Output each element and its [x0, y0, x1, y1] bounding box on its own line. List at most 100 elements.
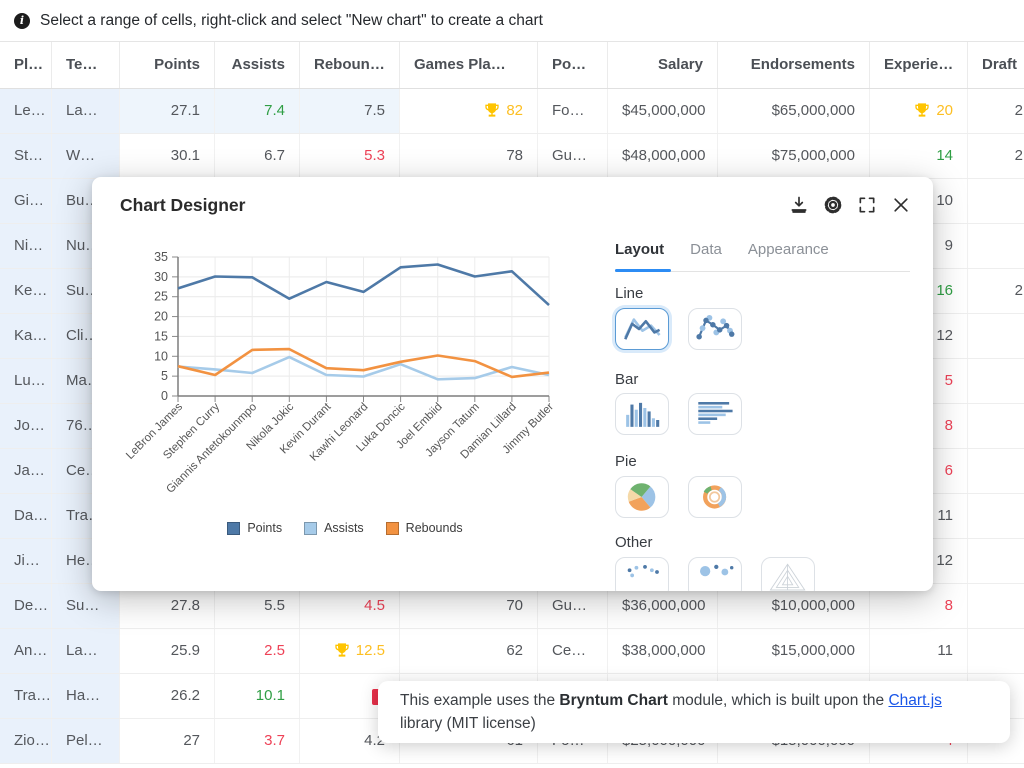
cell-draft[interactable] — [968, 584, 1024, 628]
cell-experience[interactable]: 16 — [870, 269, 968, 313]
column-header-salary[interactable]: Salary — [608, 42, 718, 88]
chart-type-bar-vertical[interactable] — [615, 393, 669, 435]
cell-experience[interactable]: 12 — [870, 539, 968, 583]
cell-position[interactable]: Ce… — [538, 629, 608, 673]
cell-points[interactable]: 27 — [120, 719, 215, 763]
gear-icon[interactable] — [823, 195, 843, 215]
cell-draft[interactable] — [968, 539, 1024, 583]
cell-position[interactable]: Gu… — [538, 584, 608, 628]
column-header-assists[interactable]: Assists — [215, 42, 300, 88]
column-header-team[interactable]: Te… — [52, 42, 120, 88]
legend-item-rebounds[interactable]: Rebounds — [385, 521, 463, 535]
cell-player[interactable]: Ja… — [0, 449, 52, 493]
download-icon[interactable] — [789, 195, 809, 215]
cell-team[interactable]: Ha… — [52, 674, 120, 718]
cell-position[interactable]: Fo… — [538, 89, 608, 133]
cell-draft[interactable] — [968, 494, 1024, 538]
maximize-icon[interactable] — [857, 195, 877, 215]
cell-draft[interactable] — [968, 404, 1024, 448]
cell-experience[interactable]: 5 — [870, 359, 968, 403]
cell-experience[interactable]: 6 — [870, 449, 968, 493]
cell-draft[interactable] — [968, 224, 1024, 268]
legend-item-points[interactable]: Points — [227, 521, 282, 535]
cell-draft[interactable] — [968, 179, 1024, 223]
cell-assists[interactable]: 6.7 — [215, 134, 300, 178]
column-header-experience[interactable]: Experie… — [870, 42, 968, 88]
chart-type-line-points[interactable] — [688, 308, 742, 350]
cell-points[interactable]: 27.1 — [120, 89, 215, 133]
chart-type-pie[interactable] — [615, 476, 669, 518]
cell-salary[interactable]: $48,000,000 — [608, 134, 718, 178]
cell-draft[interactable]: 2 — [968, 89, 1024, 133]
cell-draft[interactable] — [968, 449, 1024, 493]
cell-rebounds[interactable]: 4.5 — [300, 584, 400, 628]
column-header-points[interactable]: Points — [120, 42, 215, 88]
cell-player[interactable]: An… — [0, 629, 52, 673]
cell-points[interactable]: 25.9 — [120, 629, 215, 673]
cell-salary[interactable]: $38,000,000 — [608, 629, 718, 673]
column-header-draft[interactable]: Draft — [968, 42, 1024, 88]
chartjs-link[interactable]: Chart.js — [888, 692, 942, 709]
cell-draft[interactable] — [968, 629, 1024, 673]
cell-assists[interactable]: 5.5 — [215, 584, 300, 628]
cell-experience[interactable]: 9 — [870, 224, 968, 268]
chart-type-doughnut[interactable] — [688, 476, 742, 518]
cell-team[interactable]: La… — [52, 629, 120, 673]
cell-points[interactable]: 26.2 — [120, 674, 215, 718]
cell-endorsements[interactable]: $10,000,000 — [718, 584, 870, 628]
cell-team[interactable]: La… — [52, 89, 120, 133]
cell-games_played[interactable]: 62 — [400, 629, 538, 673]
cell-player[interactable]: Ke… — [0, 269, 52, 313]
chart-type-bar-horizontal[interactable] — [688, 393, 742, 435]
cell-player[interactable]: Ni… — [0, 224, 52, 268]
cell-player[interactable]: Ji… — [0, 539, 52, 583]
chart-type-radar[interactable] — [761, 557, 815, 591]
column-header-games_played[interactable]: Games Pla… — [400, 42, 538, 88]
cell-team[interactable]: Pel… — [52, 719, 120, 763]
cell-player[interactable]: Le… — [0, 89, 52, 133]
cell-endorsements[interactable]: $75,000,000 — [718, 134, 870, 178]
cell-points[interactable]: 27.8 — [120, 584, 215, 628]
cell-rebounds[interactable]: 5.3 — [300, 134, 400, 178]
cell-endorsements[interactable]: $15,000,000 — [718, 629, 870, 673]
cell-assists[interactable]: 2.5 — [215, 629, 300, 673]
cell-draft[interactable]: 2 — [968, 269, 1024, 313]
cell-player[interactable]: Tra… — [0, 674, 52, 718]
cell-experience[interactable]: 14 — [870, 134, 968, 178]
cell-player[interactable]: Da… — [0, 494, 52, 538]
cell-rebounds[interactable]: 12.5 — [300, 629, 400, 673]
column-header-player[interactable]: Pl… — [0, 42, 52, 88]
legend-item-assists[interactable]: Assists — [304, 521, 364, 535]
cell-experience[interactable]: 11 — [870, 629, 968, 673]
cell-games_played[interactable]: 78 — [400, 134, 538, 178]
cell-assists[interactable]: 10.1 — [215, 674, 300, 718]
tab-layout[interactable]: Layout — [615, 241, 665, 258]
cell-player[interactable]: Lu… — [0, 359, 52, 403]
cell-salary[interactable]: $45,000,000 — [608, 89, 718, 133]
chart-type-line[interactable] — [615, 308, 669, 350]
cell-experience[interactable]: 11 — [870, 494, 968, 538]
chart-type-bubble[interactable] — [688, 557, 742, 591]
cell-position[interactable]: Gu… — [538, 134, 608, 178]
cell-games_played[interactable]: 82 — [400, 89, 538, 133]
cell-player[interactable]: St… — [0, 134, 52, 178]
cell-player[interactable]: Jo… — [0, 404, 52, 448]
cell-player[interactable]: Ka… — [0, 314, 52, 358]
cell-player[interactable]: De… — [0, 584, 52, 628]
close-icon[interactable] — [891, 195, 911, 215]
column-header-endorsements[interactable]: Endorsements — [718, 42, 870, 88]
cell-rebounds[interactable]: 7.5 — [300, 89, 400, 133]
cell-experience[interactable]: 12 — [870, 314, 968, 358]
column-header-rebounds[interactable]: Reboun… — [300, 42, 400, 88]
tab-data[interactable]: Data — [690, 241, 722, 258]
cell-player[interactable]: Zio… — [0, 719, 52, 763]
cell-player[interactable]: Gi… — [0, 179, 52, 223]
cell-experience[interactable]: 20 — [870, 89, 968, 133]
cell-points[interactable]: 30.1 — [120, 134, 215, 178]
cell-draft[interactable] — [968, 314, 1024, 358]
tab-appearance[interactable]: Appearance — [747, 241, 829, 258]
cell-team[interactable]: Su… — [52, 584, 120, 628]
cell-draft[interactable] — [968, 359, 1024, 403]
cell-endorsements[interactable]: $65,000,000 — [718, 89, 870, 133]
cell-team[interactable]: W… — [52, 134, 120, 178]
